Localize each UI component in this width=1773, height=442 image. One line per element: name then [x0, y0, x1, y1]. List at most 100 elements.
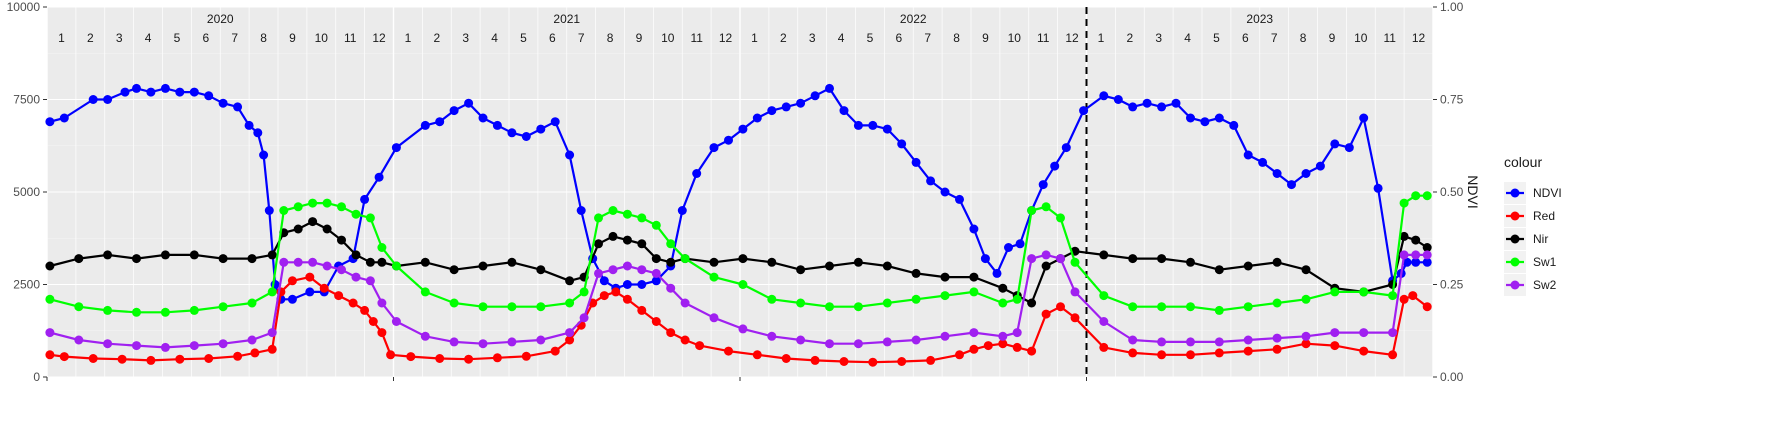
data-point-red	[868, 357, 878, 367]
data-point-sw1	[1041, 202, 1051, 212]
data-point-sw2	[709, 313, 719, 323]
data-point-sw2	[637, 265, 647, 275]
data-point-nir	[377, 257, 387, 267]
month-label: 8	[607, 31, 614, 45]
data-point-nir	[189, 250, 199, 260]
month-label: 6	[1242, 31, 1249, 45]
year-label: 2022	[900, 12, 927, 26]
data-point-nir	[666, 257, 676, 267]
data-point-sw1	[767, 294, 777, 304]
month-label: 2	[87, 31, 94, 45]
month-label: 10	[315, 31, 329, 45]
data-point-red	[1388, 350, 1398, 360]
data-point-ndvi	[1079, 106, 1089, 116]
y2-axis-title: NDVI	[1465, 175, 1481, 208]
month-label: 2	[433, 31, 440, 45]
data-point-red	[45, 350, 55, 360]
data-point-sw1	[594, 213, 603, 223]
data-point-ndvi	[969, 224, 979, 234]
data-point-ndvi	[992, 268, 1002, 278]
month-label: 5	[174, 31, 181, 45]
data-point-red	[651, 317, 661, 326]
data-point-sw2	[1359, 328, 1369, 338]
data-point-nir	[507, 257, 517, 267]
data-point-ndvi	[146, 87, 156, 97]
data-point-ndvi	[980, 254, 990, 264]
data-point-red	[839, 357, 849, 366]
data-point-sw1	[1330, 287, 1340, 297]
data-point-ndvi	[1099, 91, 1109, 101]
y-tick-label: 0	[33, 370, 40, 384]
data-point-ndvi	[1186, 113, 1195, 123]
data-point-sw1	[911, 294, 921, 304]
data-point-ndvi	[677, 206, 687, 215]
data-point-ndvi	[1344, 143, 1354, 153]
data-point-sw1	[608, 206, 618, 215]
data-point-nir	[940, 272, 950, 282]
data-point-ndvi	[1038, 180, 1048, 190]
month-label: 8	[1300, 31, 1307, 45]
data-point-sw1	[293, 202, 303, 212]
data-point-ndvi	[839, 106, 849, 116]
data-point-ndvi	[1142, 98, 1152, 108]
data-point-sw2	[478, 339, 488, 349]
data-point-nir	[1027, 298, 1037, 308]
data-point-sw2	[1399, 250, 1409, 260]
data-point-ndvi	[435, 117, 445, 127]
data-point-sw2	[1243, 335, 1253, 345]
data-point-sw2	[651, 268, 661, 278]
data-point-sw2	[767, 331, 777, 341]
data-point-ndvi	[767, 106, 777, 116]
month-label: 8	[260, 31, 267, 45]
month-label: 9	[289, 31, 296, 45]
data-point-red	[897, 357, 907, 366]
data-point-ndvi	[253, 128, 263, 138]
data-point-red	[406, 352, 416, 362]
data-point-sw2	[608, 265, 618, 275]
data-point-sw1	[651, 220, 661, 230]
data-point-ndvi	[88, 95, 98, 104]
data-point-nir	[337, 235, 346, 245]
month-label: 4	[838, 31, 845, 45]
data-point-sw2	[536, 335, 546, 345]
data-point-nir	[998, 283, 1008, 293]
data-point-sw2	[940, 331, 950, 341]
data-point-nir	[132, 254, 141, 264]
legend-label: Sw2	[1533, 278, 1557, 292]
data-point-ndvi	[1015, 239, 1025, 249]
data-point-nir	[74, 254, 84, 264]
data-point-sw1	[1243, 302, 1253, 312]
data-point-sw2	[680, 298, 690, 308]
data-point-nir	[637, 239, 647, 249]
data-point-ndvi	[565, 150, 575, 160]
data-point-sw1	[189, 305, 199, 315]
legend-key-point	[1510, 234, 1520, 244]
data-point-red	[565, 335, 575, 345]
data-point-nir	[608, 231, 618, 241]
data-point-sw1	[391, 261, 401, 271]
data-point-ndvi	[374, 172, 384, 182]
month-label: 1	[405, 31, 412, 45]
data-point-sw2	[1186, 337, 1195, 347]
data-point-red	[435, 354, 445, 363]
data-point-nir	[911, 268, 921, 278]
month-label: 3	[1155, 31, 1162, 45]
month-label: 3	[462, 31, 469, 45]
month-label: 5	[520, 31, 527, 45]
legend-label: Red	[1533, 209, 1555, 223]
data-point-sw1	[267, 287, 277, 297]
data-point-sw1	[1128, 302, 1138, 312]
data-point-nir	[293, 224, 303, 234]
month-label: 7	[231, 31, 238, 45]
month-label: 6	[895, 31, 902, 45]
data-point-sw2	[337, 265, 346, 275]
data-point-red	[680, 335, 690, 345]
data-point-ndvi	[305, 287, 315, 297]
data-point-sw1	[1301, 294, 1311, 304]
data-point-sw2	[377, 298, 387, 308]
year-label: 2021	[553, 12, 580, 26]
data-point-ndvi	[45, 117, 55, 127]
data-point-nir	[709, 257, 719, 267]
data-point-sw1	[1422, 191, 1432, 201]
